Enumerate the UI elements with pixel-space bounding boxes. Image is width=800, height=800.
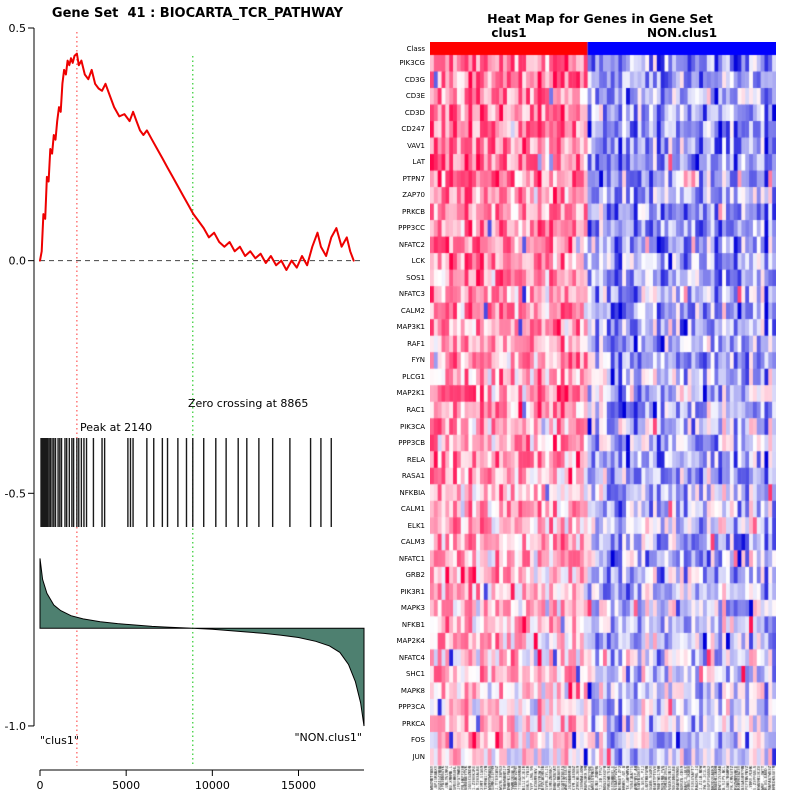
- heatmap-row-label: CD247: [401, 125, 425, 134]
- heatmap-row-label: ZAP70: [402, 191, 425, 200]
- heatmap-row-label: PTPN7: [402, 174, 425, 183]
- peak-annotation: Peak at 2140: [80, 421, 152, 434]
- heatmap-row-label: VAV1: [407, 141, 425, 150]
- heatmap-row-label: RELA: [406, 455, 425, 464]
- running-es-curve: [39, 52, 355, 271]
- heatmap-row-label: NFATC1: [398, 554, 425, 563]
- peak-and-zero-crossing-lines: [76, 32, 194, 766]
- heatmap-row-label: PPP3CC: [398, 224, 425, 233]
- x-axis-tick-label: 15000: [281, 779, 316, 792]
- heatmap-row-label: NFATC3: [398, 290, 425, 299]
- heatmap-row-label: PLCG1: [402, 372, 425, 381]
- heatmap-row-label: PPP3CA: [398, 703, 425, 712]
- heatmap-row-label: PRKCB: [402, 207, 425, 216]
- heatmap-row-label: FYN: [411, 356, 425, 365]
- heatmap-row-label: CD3D: [404, 108, 425, 117]
- heatmap-row-label: CALM3: [400, 538, 425, 547]
- ranked-metric-area: [39, 558, 365, 727]
- y-axis-tick-label: 0.5: [9, 22, 27, 35]
- heatmap-row-label: LAT: [412, 158, 425, 167]
- heatmap-row-label: PIK3CA: [399, 422, 425, 431]
- heatmap-row-label: PPP3CB: [398, 439, 425, 448]
- x-axis-tick-label: 10000: [195, 779, 230, 792]
- heatmap-row-label: ELK1: [407, 521, 425, 530]
- y-axis-tick-label: -0.5: [5, 487, 26, 500]
- y-axis-tick-label: 0.0: [9, 255, 27, 268]
- heatmap-row-label: NFKBIA: [399, 488, 425, 497]
- heatmap-row-label: PIK3CG: [399, 59, 425, 68]
- heatmap-row-label: NFATC4: [398, 653, 425, 662]
- heatmap-grid: [430, 42, 776, 790]
- heatmap-row-label: JUN: [412, 752, 425, 761]
- heatmap-row-label: CALM2: [400, 306, 425, 315]
- axes: 0.5 0.0 -0.5 -1.0 0 5000 10000 15000: [5, 22, 364, 792]
- heatmap-row-label: LCK: [411, 257, 425, 266]
- gsea-plot: 0.5 0.0 -0.5 -1.0 0 5000 10000 15000 Peak at 21…: [5, 22, 365, 792]
- heatmap-row-label: Class: [406, 44, 425, 53]
- heatmap-row-label: NFKB1: [401, 620, 425, 629]
- heatmap-title: Heat Map for Genes in Gene Set: [487, 11, 713, 26]
- heatmap-row-label: SHC1: [405, 670, 425, 679]
- gsea-plot-title: Gene Set 41 : BIOCARTA_TCR_PATHWAY: [51, 6, 344, 21]
- heatmap-row-label: NFATC2: [398, 240, 425, 249]
- heatmap-row-label: MAPK8: [400, 686, 425, 695]
- x-axis-tick-label: 5000: [112, 779, 140, 792]
- heatmap-row-label: RAC1: [406, 406, 425, 414]
- heatmap-row-label: PRKCA: [402, 719, 425, 728]
- heatmap-row-label: RASA1: [401, 472, 425, 481]
- left-class-annotation: "clus1": [40, 734, 79, 747]
- heatmap-row-label: MAPK3: [400, 604, 425, 613]
- heatmap-row-label: CALM1: [400, 505, 425, 514]
- heatmap-row-label: PIK3R1: [400, 587, 425, 596]
- heatmap-row-label: MAP2K4: [396, 637, 425, 646]
- zero-crossing-annotation: Zero crossing at 8865: [188, 397, 308, 410]
- heatmap-group-label-clus1: clus1: [491, 26, 527, 40]
- heatmap-row-label: RAF1: [407, 339, 425, 348]
- x-axis-tick-label: 0: [37, 779, 44, 792]
- y-axis-tick-label: -1.0: [5, 720, 26, 733]
- right-class-annotation: "NON.clus1": [294, 731, 362, 744]
- gene-hit-ticks: [40, 438, 332, 527]
- heatmap-row-label: CD3E: [405, 92, 425, 101]
- heatmap-row-label: CD3G: [404, 75, 425, 84]
- heatmap-row-label: GRB2: [405, 571, 425, 580]
- heatmap-group-label-non-clus1: NON.clus1: [646, 26, 718, 40]
- heatmap-row-label: FOS: [411, 736, 425, 745]
- heatmap-row-label: MAP3K1: [396, 323, 425, 332]
- heatmap-row-label: MAP2K1: [396, 389, 425, 398]
- heatmap-row-label: SOS1: [406, 273, 425, 282]
- heatmap-row-labels: Class PIK3CG CD3G CD3E CD3D CD247 VAV1 LAT PTPN7…: [382, 42, 428, 765]
